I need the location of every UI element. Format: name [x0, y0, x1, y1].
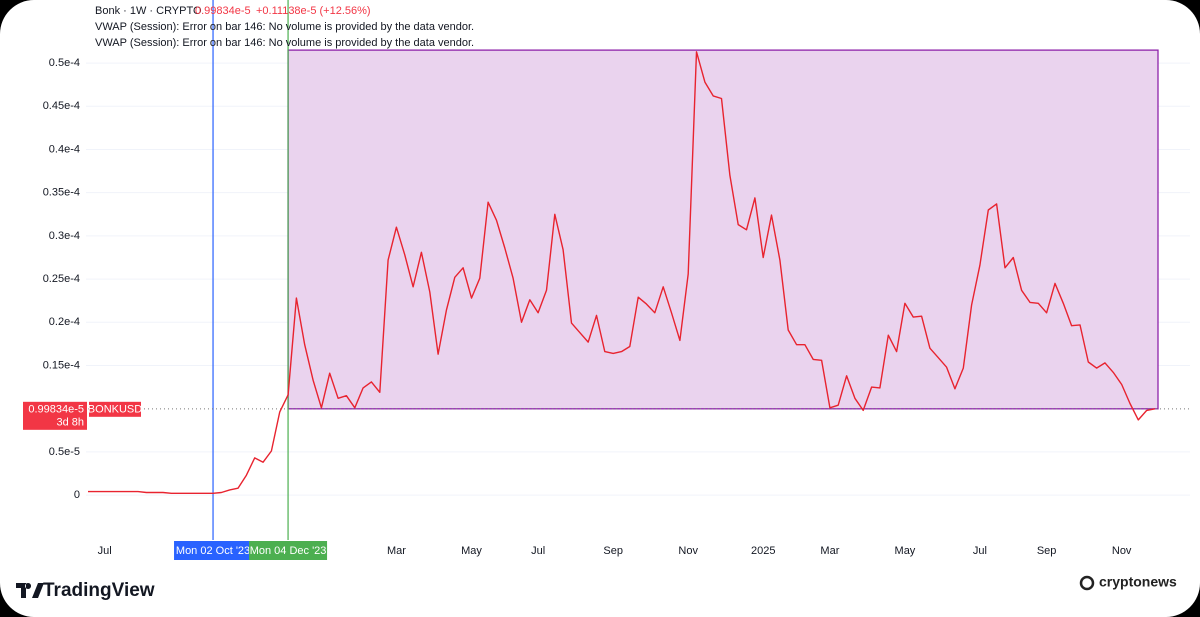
change: +0.11138e-5 (+12.56%): [256, 5, 371, 17]
x-label-box: [249, 541, 328, 560]
legend-label: BONKUSD: [88, 404, 142, 416]
price-label-box: [23, 401, 87, 430]
x-tick-label: May: [461, 545, 482, 557]
y-tick-label: 0.25e-4: [43, 273, 80, 285]
y-tick-label: 0.2e-4: [49, 316, 80, 328]
x-tick-label: Mar: [387, 545, 406, 557]
plot: [88, 0, 1190, 540]
x-tick-label: Jul: [973, 545, 987, 557]
y-tick-label: 0: [74, 489, 80, 501]
note: VWAP (Session): Error on bar 146: No vol…: [95, 21, 474, 33]
price-label: 0.99834e-5: [28, 404, 84, 416]
logo-icon: [16, 583, 44, 598]
y-tick-label: 0.4e-4: [49, 143, 80, 155]
logo-text: TradingView: [43, 580, 155, 601]
x-tick-label: Mar: [820, 545, 839, 557]
brand-icon: [1079, 575, 1095, 591]
cryptonews-logo: cryptonews: [1079, 574, 1177, 591]
tradingview-logo: TradingView: [16, 580, 155, 601]
x-tick-label: Sep: [603, 545, 623, 557]
price: 0.99834e-5: [195, 5, 251, 17]
y-tick-label: 0.45e-4: [43, 100, 80, 112]
x-tick-label: Sep: [1037, 545, 1057, 557]
x-tick-label: Nov: [1112, 545, 1132, 557]
y-tick-label: 0.15e-4: [43, 359, 80, 371]
x-tick-label: Mon 02 Oct '23: [176, 545, 250, 557]
x-label-box: [174, 541, 253, 560]
overlay: Bonk · 1W · CRYPTO 0.99834e-5 +0.11138e-…: [23, 5, 1132, 560]
x-tick-label: Nov: [678, 545, 698, 557]
countdown: 3d 8h: [56, 417, 84, 429]
x-tick-label: Jul: [531, 545, 545, 557]
y-tick-label: 0.3e-4: [49, 230, 80, 242]
y-tick-label: 0.35e-4: [43, 187, 80, 199]
x-tick-label: May: [895, 545, 916, 557]
symbol: Bonk · 1W · CRYPTO: [95, 5, 202, 17]
x-tick-label: Mon 04 Dec '23: [250, 545, 327, 557]
y-tick-label: 0.5e-4: [49, 57, 80, 69]
note: VWAP (Session): Error on bar 146: No vol…: [95, 37, 474, 49]
price-line: [88, 51, 1156, 494]
brand-text: cryptonews: [1099, 574, 1177, 590]
x-tick-label: 2025: [751, 545, 775, 557]
symbol-label-box: [89, 401, 141, 417]
range-box: [287, 49, 1159, 410]
y-tick-label: 0.5e-5: [49, 446, 80, 458]
x-tick-label: Jul: [98, 545, 112, 557]
